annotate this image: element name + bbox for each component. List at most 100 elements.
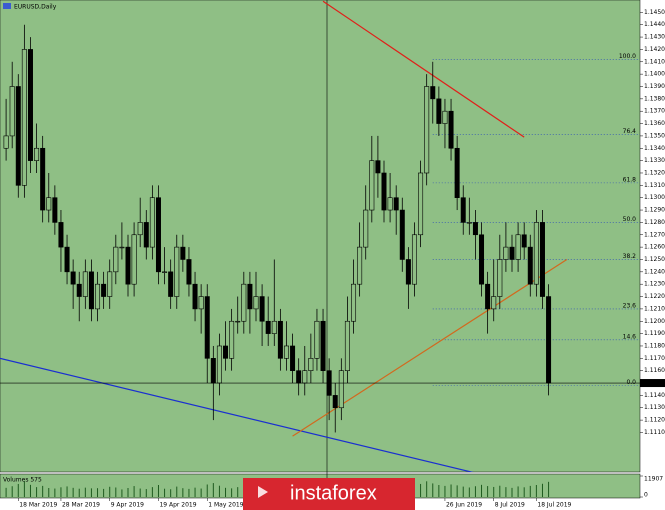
candle-body [235,320,241,323]
fib-label: 50.0 [623,216,637,223]
volume-tick-label: 0 [644,492,648,499]
price-pane [0,0,641,473]
candle-body [101,283,107,297]
y-tick-label: 1.1190 [644,330,665,337]
y-tick-label: 1.1370 [644,108,665,115]
candle-body [491,296,497,310]
candle-body [52,197,58,223]
candle-body [411,234,417,285]
candle-body [46,197,52,211]
symbol-flag [3,3,11,9]
fib-label: 14.6 [623,333,637,340]
fib-label: 76.4 [623,128,637,135]
y-tick-label: 1.1280 [644,219,665,226]
candle-body [113,246,119,273]
candle-body [387,197,393,211]
candle-body [509,246,515,260]
watermark-banner: instaforex [243,478,415,510]
candle-body [119,246,125,249]
y-tick-label: 1.1200 [644,318,665,325]
y-tick-label: 1.1440 [644,21,665,28]
y-tick-label: 1.1240 [644,268,665,275]
y-tick-label: 1.1210 [644,305,665,312]
candle-body [9,86,15,137]
candle-body [344,320,350,371]
candle-body [546,296,552,384]
candle-body [363,209,369,248]
candle-body [442,110,448,124]
y-tick-label: 1.1140 [644,392,665,399]
candle-body [125,246,131,285]
candle-body [137,222,143,236]
candle-body [485,283,491,310]
y-tick-label: 1.1290 [644,207,665,214]
candle-body [40,147,46,211]
y-tick-label: 1.1400 [644,71,665,78]
candle-body [70,271,76,285]
candle-body [351,283,357,322]
candle-body [418,172,424,236]
last-price-label: 1.1150 [642,380,663,387]
candle-body [210,358,216,384]
y-tick-label: 1.1390 [644,83,665,90]
candle-body [448,110,454,149]
y-tick-label: 1.1160 [644,367,665,374]
candle-body [64,246,70,273]
y-tick-label: 1.1220 [644,293,665,300]
candle-body [399,209,405,260]
candle-body [503,246,509,260]
candle-body [259,296,265,322]
volume-title: Volumes 575 [3,477,42,484]
y-tick-label: 1.1350 [644,132,665,139]
y-tick-label: 1.1260 [644,244,665,251]
banner-bg [243,478,415,510]
y-tick-label: 1.1310 [644,182,665,189]
y-tick-label: 1.1420 [644,46,665,53]
candle-body [76,283,82,297]
y-tick-label: 1.1380 [644,95,665,102]
y-tick-label: 1.1110 [644,429,665,436]
candle-body [338,370,344,409]
y-tick-label: 1.1320 [644,169,665,176]
candle-body [539,222,545,297]
x-tick-label: 26 Jun 2019 [446,502,482,509]
candle-body [521,234,527,248]
candle-body [82,271,88,297]
candle-body [314,320,320,359]
candle-body [88,271,94,310]
candle-body [174,246,180,297]
candle-body [436,98,442,124]
watermark: instaforex [290,482,377,504]
candle-body [533,222,539,285]
candle-body [216,345,222,384]
candle-body [168,271,174,297]
y-tick-label: 1.1450 [644,9,665,16]
banner-logo [258,486,268,498]
candle-body [223,345,229,359]
candle-body [369,160,375,211]
candle-body [320,320,326,371]
candle-body [296,370,302,384]
candle-body [381,172,387,211]
y-tick-label: 1.1300 [644,194,665,201]
trendline [292,258,568,437]
y-tick-label: 1.1430 [644,34,665,41]
candle-body [241,283,247,322]
trendline [322,0,525,138]
candle-body [180,246,186,260]
candle-body [131,234,137,285]
candle-body [283,345,289,359]
x-tick-label: 9 Apr 2019 [111,502,144,509]
candle-body [192,283,198,310]
volume-tick-label: 11907 [644,476,663,483]
candle-body [393,197,399,211]
candle-body [479,234,485,285]
candle-body [204,296,210,359]
candle-body [271,320,277,334]
candle-body [277,320,283,359]
x-tick-label: 8 Jul 2019 [495,502,525,509]
fib-label: 38.2 [623,253,637,260]
candle-body [302,370,308,384]
candle-body [229,320,235,359]
